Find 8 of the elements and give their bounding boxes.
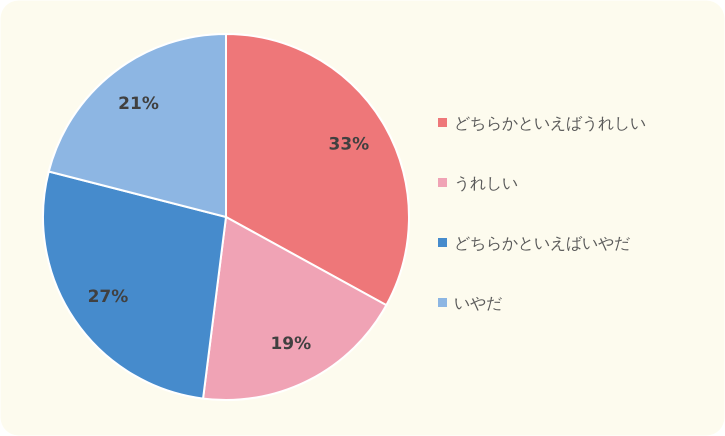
legend-label: うれしい <box>454 174 518 192</box>
data-label: 33% <box>328 134 370 154</box>
data-label: 19% <box>270 334 312 354</box>
data-label: 27% <box>88 287 128 308</box>
data-label: 21% <box>118 94 159 114</box>
legend-label: どちらかといえばいやだ <box>454 234 630 252</box>
legend-label: どちらかといえばうれしい <box>454 114 646 132</box>
legend-label: いやだ <box>454 294 502 312</box>
